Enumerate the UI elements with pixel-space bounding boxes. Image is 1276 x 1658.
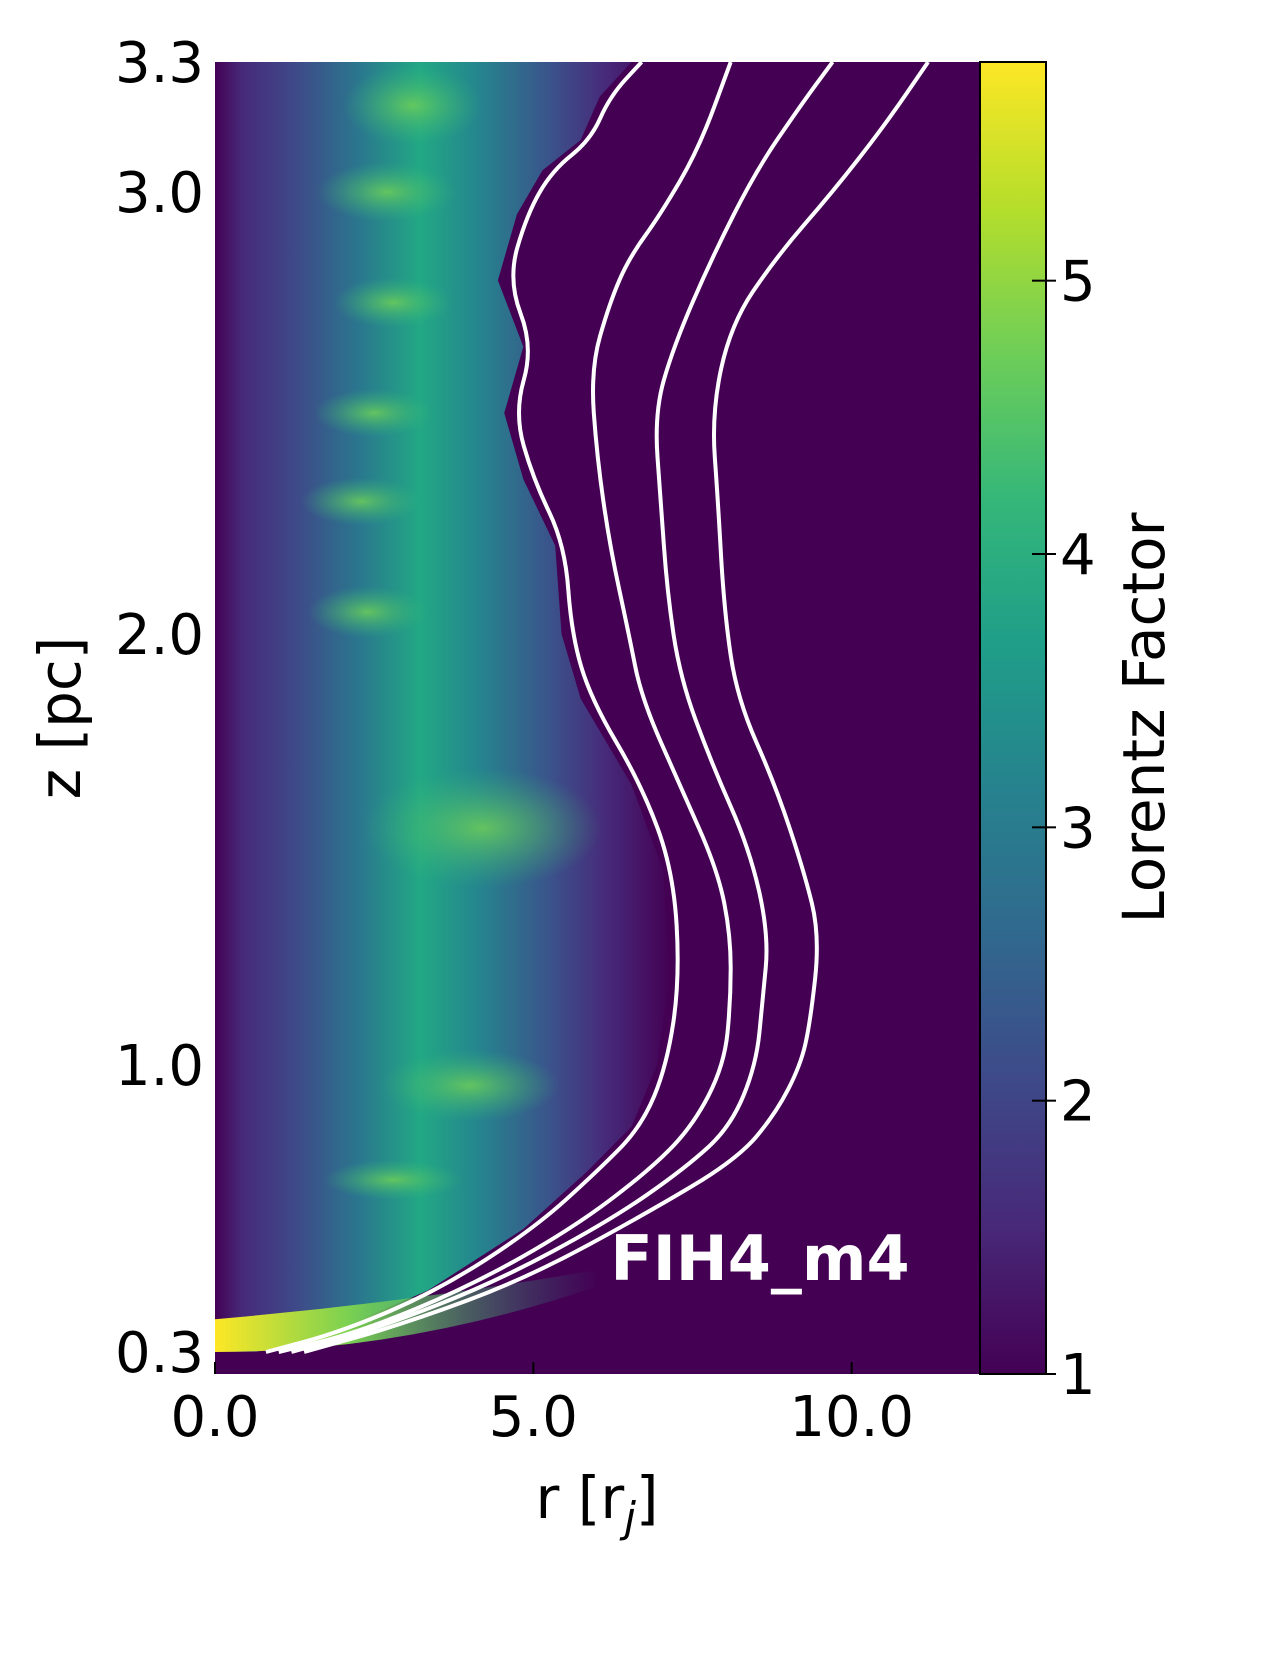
colorbar-tick-label: 3 xyxy=(1060,796,1096,861)
jet-knot xyxy=(379,1049,560,1122)
colorbar-gradient xyxy=(979,61,1047,1375)
jet-knot xyxy=(333,277,454,328)
colorbar-ticks: 1 2 3 4 5 xyxy=(1032,250,1096,1408)
y-axis-ticks: 0.3 1.0 2.0 3.0 3.3 xyxy=(115,31,204,1386)
jet-flow-region xyxy=(215,62,670,1352)
x-tick-label: 0.0 xyxy=(170,1385,259,1450)
contour-lines xyxy=(265,62,930,1354)
contour-line-4 xyxy=(303,62,930,1354)
jet-knot xyxy=(301,477,422,526)
colorbar: 1 2 3 4 5 Lorentz Factor xyxy=(979,61,1178,1408)
x-tick-label: 10.0 xyxy=(789,1385,914,1450)
colorbar-tick-label: 4 xyxy=(1060,523,1096,588)
colorbar-tick-label: 2 xyxy=(1060,1070,1096,1135)
jet-knots xyxy=(301,65,603,1200)
contour-line-1 xyxy=(265,62,680,1354)
colorbar-label: Lorentz Factor xyxy=(1110,512,1178,923)
y-tick-label: 3.3 xyxy=(115,31,204,96)
y-tick-label: 3.0 xyxy=(115,161,204,226)
colorbar-tick-label: 1 xyxy=(1060,1343,1096,1408)
jet-knot xyxy=(307,585,428,638)
colorbar-tick-label: 5 xyxy=(1060,250,1096,315)
contour-line-3 xyxy=(290,62,835,1354)
jet-knot xyxy=(314,389,435,437)
jet-knot xyxy=(362,767,603,888)
heatmap-panel: FIH4_m4 xyxy=(215,62,979,1374)
jet-knot xyxy=(342,65,483,146)
y-tick-label: 1.0 xyxy=(115,1034,204,1099)
model-annotation: FIH4_m4 xyxy=(610,1222,909,1295)
x-axis-label-subscript: j xyxy=(619,1493,636,1542)
y-axis-label: z [pc] xyxy=(26,637,94,800)
x-axis-label-close: ] xyxy=(636,1464,659,1532)
x-axis-label: r [rj] xyxy=(535,1464,658,1542)
jet-knot xyxy=(316,162,457,222)
x-axis-label-main: r [r xyxy=(535,1464,624,1532)
y-tick-label: 2.0 xyxy=(115,603,204,668)
contour-line-2 xyxy=(278,62,733,1354)
x-tick-label: 5.0 xyxy=(489,1385,578,1450)
x-axis-ticks: 0.0 5.0 10.0 xyxy=(170,1362,914,1450)
y-tick-label: 0.3 xyxy=(115,1321,204,1386)
jet-knot xyxy=(323,1159,464,1200)
